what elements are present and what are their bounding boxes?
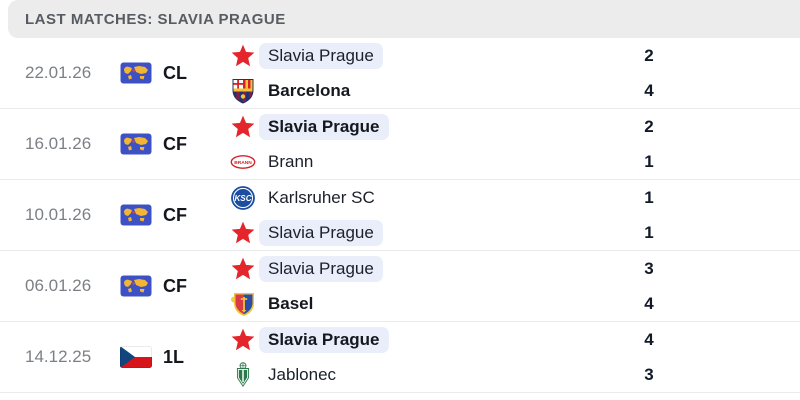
team-score: 3 <box>644 364 654 384</box>
teams: Slavia Prague 3 Basel 4 <box>230 253 800 320</box>
world-map-icon <box>120 62 152 84</box>
competition: 1L <box>120 346 230 368</box>
competition-code: CF <box>163 204 187 225</box>
team-line: Slavia Prague 2 <box>230 111 800 143</box>
team-score: 4 <box>644 80 654 100</box>
competition-code: CF <box>163 275 187 296</box>
team-name: Karlsruher SC <box>268 187 375 207</box>
team-score: 2 <box>644 45 654 65</box>
match-row[interactable]: 10.01.26 CF Karlsruher SC 1 Slavia Pragu… <box>0 180 800 251</box>
team-line: Slavia Prague 1 <box>230 217 800 249</box>
match-row[interactable]: 06.01.26 CF Slavia Prague 3 Basel 4 <box>0 251 800 322</box>
match-row[interactable]: 14.12.25 1L Slavia Prague 4 Jablonec 3 <box>0 322 800 393</box>
world-map-icon <box>120 275 152 297</box>
team-line: Slavia Prague 2 <box>230 40 800 72</box>
slavia-prague-logo <box>230 114 256 140</box>
matches-list: 22.01.26 CL Slavia Prague 2 Barcelona 4 <box>0 38 800 393</box>
team-score: 4 <box>644 329 654 349</box>
competition-code: CL <box>163 62 187 83</box>
team-line: Slavia Prague 4 <box>230 324 800 356</box>
competition-code: 1L <box>163 346 185 367</box>
competition: CF <box>120 275 230 297</box>
widget-title: LAST MATCHES: SLAVIA PRAGUE <box>25 10 286 28</box>
widget-header: LAST MATCHES: SLAVIA PRAGUE <box>8 0 800 38</box>
basel-logo <box>230 291 256 317</box>
team-name: Slavia Prague <box>259 42 383 69</box>
team-name: Slavia Prague <box>259 113 389 140</box>
teams: Karlsruher SC 1 Slavia Prague 1 <box>230 182 800 249</box>
ksc-logo <box>230 185 256 211</box>
competition: CF <box>120 204 230 226</box>
team-name: Basel <box>268 293 314 313</box>
team-score: 1 <box>644 222 654 242</box>
team-name: Slavia Prague <box>259 326 389 353</box>
barcelona-logo <box>230 78 256 104</box>
teams: Slavia Prague 2 Brann 1 <box>230 111 800 178</box>
jablonec-logo <box>230 362 256 388</box>
match-date: 16.01.26 <box>25 134 92 153</box>
competition: CL <box>120 62 230 84</box>
slavia-prague-logo <box>230 256 256 282</box>
czech-flag-icon <box>120 346 152 368</box>
team-name: Barcelona <box>268 80 351 100</box>
team-name: Slavia Prague <box>259 255 383 282</box>
team-line: Slavia Prague 3 <box>230 253 800 285</box>
team-name: Slavia Prague <box>259 219 383 246</box>
match-date: 14.12.25 <box>25 347 92 366</box>
team-score: 2 <box>644 116 654 136</box>
team-score: 1 <box>644 187 654 207</box>
match-row[interactable]: 16.01.26 CF Slavia Prague 2 Brann 1 <box>0 109 800 180</box>
match-row[interactable]: 22.01.26 CL Slavia Prague 2 Barcelona 4 <box>0 38 800 109</box>
team-score: 3 <box>644 258 654 278</box>
match-date: 22.01.26 <box>25 63 92 82</box>
match-date: 10.01.26 <box>25 205 92 224</box>
team-line: Barcelona 4 <box>230 75 800 107</box>
teams: Slavia Prague 4 Jablonec 3 <box>230 324 800 391</box>
team-line: Brann 1 <box>230 146 800 178</box>
slavia-prague-logo <box>230 220 256 246</box>
team-name: Jablonec <box>268 364 337 384</box>
team-name: Brann <box>268 151 314 171</box>
team-line: Basel 4 <box>230 288 800 320</box>
slavia-prague-logo <box>230 327 256 353</box>
brann-logo <box>230 149 256 175</box>
world-map-icon <box>120 133 152 155</box>
team-line: Karlsruher SC 1 <box>230 182 800 214</box>
team-score: 4 <box>644 293 654 313</box>
competition-code: CF <box>163 133 187 154</box>
teams: Slavia Prague 2 Barcelona 4 <box>230 40 800 107</box>
match-date: 06.01.26 <box>25 276 92 295</box>
team-score: 1 <box>644 151 654 171</box>
competition: CF <box>120 133 230 155</box>
team-line: Jablonec 3 <box>230 359 800 391</box>
slavia-prague-logo <box>230 43 256 69</box>
world-map-icon <box>120 204 152 226</box>
